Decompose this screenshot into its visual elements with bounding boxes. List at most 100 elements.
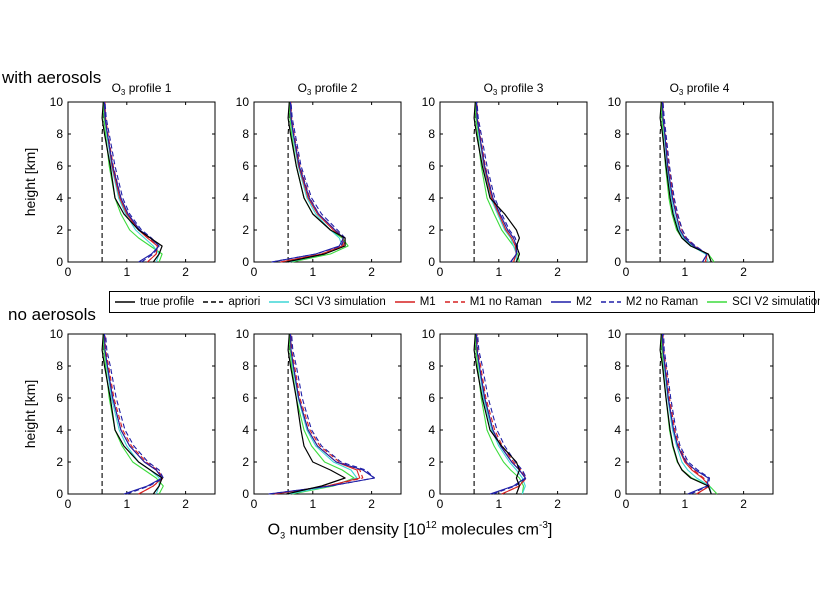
y-tick-label: 0	[428, 487, 435, 501]
legend-swatch	[707, 301, 728, 303]
x-tick-label: 1	[681, 265, 688, 279]
series-line-m2-no-raman	[271, 101, 346, 263]
series-line-apriori	[287, 333, 292, 494]
y-tick-label: 6	[242, 159, 249, 173]
legend-swatch	[115, 301, 135, 303]
series-line-true-profile	[659, 101, 712, 263]
y-tick-label: 6	[614, 159, 621, 173]
legend-label: M1	[419, 296, 436, 308]
y-tick-label: 6	[242, 391, 249, 405]
x-tick-label: 2	[182, 265, 189, 279]
panel-title: O3 profile 1	[112, 81, 172, 97]
legend-label: SCI V2 simulation	[732, 296, 820, 308]
x-tick-label: 1	[309, 265, 316, 279]
legend-swatch	[203, 301, 224, 303]
series-line-m2-no-raman	[662, 101, 708, 263]
x-tick-label: 1	[495, 265, 502, 279]
series-line-m2	[103, 333, 163, 495]
panel-7: 0 1 2 0 2 4 6 8 10	[422, 327, 588, 511]
y-tick-label: 8	[614, 359, 621, 373]
y-axis-label: height [km]	[22, 380, 38, 448]
x-tick-label: 0	[65, 497, 72, 511]
y-tick-label: 10	[50, 327, 64, 341]
y-axis-label: height [km]	[22, 148, 38, 216]
x-tick-label: 2	[740, 265, 747, 279]
legend: true profile apriori SCI V3 simulation M1 M1…	[109, 291, 820, 313]
y-tick-label: 8	[56, 359, 63, 373]
series-line-apriori	[659, 101, 664, 262]
legend-item: true profile	[114, 296, 194, 308]
series-line-m1-no-raman	[662, 333, 711, 495]
y-tick-label: 4	[56, 191, 63, 205]
legend-label: M2 no Raman	[625, 296, 699, 308]
x-tick-label: 0	[251, 497, 258, 511]
panel-6: 0 1 2 0 2 4 6 8 10	[236, 327, 402, 511]
series-line-m2	[661, 101, 708, 263]
row-label-with-aerosols: with aerosols	[2, 68, 102, 87]
panel-title: O3 profile 3	[484, 81, 544, 97]
y-tick-label: 4	[56, 423, 63, 437]
y-tick-label: 10	[236, 327, 250, 341]
series-line-m2-no-raman	[477, 333, 527, 495]
y-tick-label: 0	[614, 487, 621, 501]
legend-item: M1 no Raman	[444, 296, 542, 308]
x-tick-label: 0	[437, 265, 444, 279]
series-line-m2	[661, 333, 709, 495]
y-tick-label: 4	[614, 191, 621, 205]
x-tick-label: 2	[554, 497, 561, 511]
axes-frame	[625, 101, 774, 263]
x-tick-label: 2	[554, 265, 561, 279]
series-line-true-profile	[101, 101, 163, 263]
axes-frame	[253, 101, 402, 263]
y-tick-label: 2	[614, 455, 621, 469]
y-tick-label: 0	[242, 255, 249, 269]
series-line-sci-v2-simulation	[102, 101, 163, 263]
legend-label: SCI V3 simulation	[294, 296, 386, 308]
x-tick-label: 1	[123, 265, 130, 279]
axes-frame	[439, 333, 588, 495]
y-tick-label: 10	[608, 327, 622, 341]
series-line-true-profile	[473, 333, 520, 495]
y-tick-label: 8	[614, 127, 621, 141]
x-tick-label: 0	[623, 265, 630, 279]
legend-label: M2	[575, 296, 592, 308]
legend-item: apriori	[202, 296, 260, 308]
legend-item: M1	[394, 296, 436, 308]
y-tick-label: 0	[428, 255, 435, 269]
series-line-true-profile	[473, 101, 520, 263]
series-line-true-profile	[286, 101, 346, 263]
y-tick-label: 6	[614, 391, 621, 405]
x-axis-label: O3 number density [1012 molecules cm-3]	[267, 520, 553, 541]
x-tick-label: 1	[309, 497, 316, 511]
y-tick-label: 2	[614, 223, 621, 237]
legend-item: M2 no Raman	[600, 296, 698, 308]
y-tick-label: 4	[428, 191, 435, 205]
y-tick-label: 4	[242, 423, 249, 437]
series-line-apriori	[659, 333, 664, 494]
y-tick-label: 8	[242, 127, 249, 141]
row-label-no-aerosols: no aerosols	[8, 305, 96, 324]
y-tick-label: 8	[428, 127, 435, 141]
axes-frame	[67, 333, 216, 495]
y-tick-label: 2	[56, 455, 63, 469]
axes-frame	[253, 333, 402, 495]
x-tick-label: 0	[65, 265, 72, 279]
y-tick-label: 10	[422, 327, 436, 341]
legend-swatch	[394, 301, 415, 303]
series-line-m2	[475, 101, 517, 263]
series-line-true-profile	[659, 333, 712, 495]
x-tick-label: 1	[495, 497, 502, 511]
y-tick-label: 2	[428, 223, 435, 237]
axes-frame	[439, 101, 588, 263]
panel-1: O3 profile 1 0 1 2 0 2 4 6 8 10 height [km]	[22, 81, 216, 279]
x-tick-label: 0	[251, 265, 258, 279]
x-tick-label: 2	[368, 265, 375, 279]
y-tick-label: 8	[242, 359, 249, 373]
series-line-apriori	[101, 101, 106, 262]
y-tick-label: 8	[428, 359, 435, 373]
panel-title: O3 profile 4	[670, 81, 730, 97]
y-tick-label: 6	[56, 159, 63, 173]
y-tick-label: 10	[50, 95, 64, 109]
panel-title: O3 profile 2	[298, 81, 358, 97]
